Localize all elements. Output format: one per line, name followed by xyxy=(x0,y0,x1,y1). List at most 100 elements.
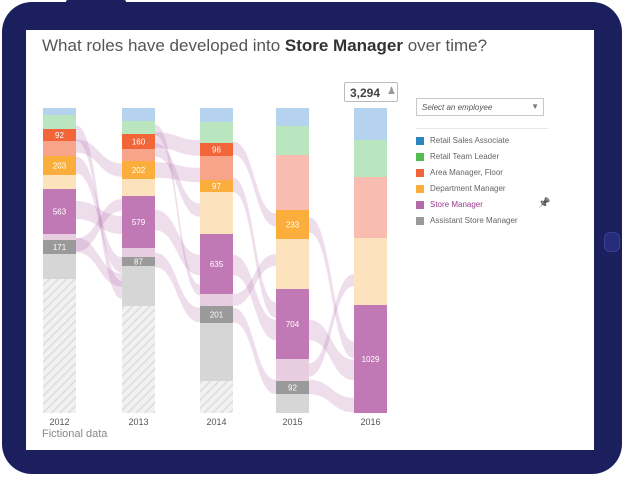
bar-segment[interactable] xyxy=(276,289,309,359)
bar-segment[interactable] xyxy=(354,177,387,238)
legend-item[interactable]: Retail Sales Associate xyxy=(416,134,566,150)
bar-segment[interactable] xyxy=(122,248,155,257)
bar-segment[interactable] xyxy=(276,210,309,239)
legend-label: Department Manager xyxy=(430,184,506,193)
flow-link xyxy=(309,274,354,377)
bar-segment[interactable] xyxy=(200,156,233,180)
bar-segment[interactable] xyxy=(200,192,233,234)
bar-segment[interactable] xyxy=(122,306,155,413)
legend-label: Assistant Store Manager xyxy=(430,216,518,225)
bar-segment[interactable] xyxy=(43,240,76,254)
bar-segment[interactable] xyxy=(43,156,76,175)
legend: Retail Sales Associate Retail Team Leader… xyxy=(416,134,566,230)
flow-link xyxy=(233,254,276,306)
bar-segment[interactable] xyxy=(43,175,76,189)
bar-segment[interactable] xyxy=(354,140,387,177)
bar-segment[interactable] xyxy=(43,108,76,115)
bar-segment[interactable] xyxy=(122,196,155,248)
bar-segment[interactable] xyxy=(200,323,233,381)
legend-swatch xyxy=(416,169,424,177)
bar-segment[interactable] xyxy=(200,294,233,306)
data-label: 96 xyxy=(212,146,221,155)
bar-segment[interactable] xyxy=(43,234,76,240)
bar-segment[interactable] xyxy=(43,141,76,156)
flow-link xyxy=(155,143,200,217)
bar-segment[interactable] xyxy=(276,155,309,210)
flow-link xyxy=(76,237,122,287)
flow-link xyxy=(233,254,276,341)
bar-segment[interactable] xyxy=(43,254,76,279)
x-tick-label: 2013 xyxy=(128,417,148,427)
bar-segment[interactable] xyxy=(122,161,155,179)
data-label: 563 xyxy=(53,208,67,217)
bar-segment[interactable] xyxy=(122,266,155,306)
bar-segment[interactable] xyxy=(122,134,155,149)
bar-segment[interactable] xyxy=(200,234,233,294)
pin-icon[interactable]: 📌 xyxy=(538,198,551,209)
chart-title: What roles have developed into Store Man… xyxy=(42,36,487,56)
data-label: 171 xyxy=(53,243,67,252)
x-tick-label: 2016 xyxy=(360,417,380,427)
bar-segment[interactable] xyxy=(122,179,155,196)
flow-link xyxy=(155,209,200,276)
bar-layer: 92 203 563 171 160 202 579 87 96 97 635 201 233 704 92… xyxy=(43,108,387,413)
bar-segment[interactable] xyxy=(122,257,155,266)
flow-link xyxy=(309,319,354,381)
bar-segment[interactable] xyxy=(122,108,155,121)
legend-item[interactable]: Department Manager xyxy=(416,182,566,198)
flow-link xyxy=(76,199,122,252)
chart-area: 92 203 563 171 160 202 579 87 96 97 635 201 233 704 92… xyxy=(43,108,387,427)
bar-segment[interactable] xyxy=(354,108,387,140)
legend-label: Store Manager xyxy=(430,200,483,209)
data-label: 160 xyxy=(132,138,146,147)
bar-segment[interactable] xyxy=(354,238,387,305)
bar-segment[interactable] xyxy=(200,108,233,122)
data-label: 87 xyxy=(134,258,143,267)
bar-segment[interactable] xyxy=(200,381,233,413)
flow-link xyxy=(309,379,354,413)
bar-segment[interactable] xyxy=(276,108,309,126)
footer-note: Fictional data xyxy=(42,428,108,440)
data-label: 92 xyxy=(288,384,297,393)
data-label: 202 xyxy=(132,166,146,175)
bar-segment[interactable] xyxy=(200,180,233,192)
legend-item[interactable]: Store Manager 📌 xyxy=(416,198,566,214)
bar-segment[interactable] xyxy=(354,305,387,413)
legend-swatch xyxy=(416,217,424,225)
data-label: 97 xyxy=(212,182,221,191)
flow-link xyxy=(233,307,276,395)
x-axis: 2012 2013 2014 2015 2016 xyxy=(49,417,380,427)
bar-segment[interactable] xyxy=(43,115,76,129)
bar-segment[interactable] xyxy=(122,121,155,134)
legend-swatch xyxy=(416,201,424,209)
legend-item[interactable]: Area Manager, Floor xyxy=(416,166,566,182)
bar-segment[interactable] xyxy=(43,129,76,141)
legend-divider xyxy=(416,128,548,129)
legend-item[interactable]: Assistant Store Manager xyxy=(416,214,566,230)
data-label: 233 xyxy=(286,221,300,230)
flow-link xyxy=(76,201,122,234)
legend-swatch xyxy=(416,153,424,161)
bar-segment[interactable] xyxy=(276,394,309,413)
bar-segment[interactable] xyxy=(43,279,76,413)
employee-select-placeholder: Select an employee xyxy=(422,103,493,112)
data-label: 1029 xyxy=(362,355,380,364)
bar-segment[interactable] xyxy=(276,126,309,155)
legend-item[interactable]: Retail Team Leader xyxy=(416,150,566,166)
tooltip-value: 3,294 xyxy=(350,86,381,100)
bar-segment[interactable] xyxy=(276,359,309,381)
total-tooltip: 3,294 ♟ xyxy=(344,82,398,102)
data-label: 635 xyxy=(210,260,224,269)
flow-link xyxy=(76,139,122,177)
employee-select[interactable]: Select an employee ▼ xyxy=(416,98,544,116)
tablet-notch xyxy=(66,0,126,4)
home-button[interactable] xyxy=(604,232,620,252)
bar-segment[interactable] xyxy=(200,122,233,143)
bar-segment[interactable] xyxy=(276,239,309,289)
bar-segment[interactable] xyxy=(122,149,155,161)
bar-segment[interactable] xyxy=(200,306,233,323)
legend-label: Retail Sales Associate xyxy=(430,136,510,145)
bar-segment[interactable] xyxy=(43,189,76,234)
bar-segment[interactable] xyxy=(276,381,309,394)
bar-segment[interactable] xyxy=(200,143,233,156)
